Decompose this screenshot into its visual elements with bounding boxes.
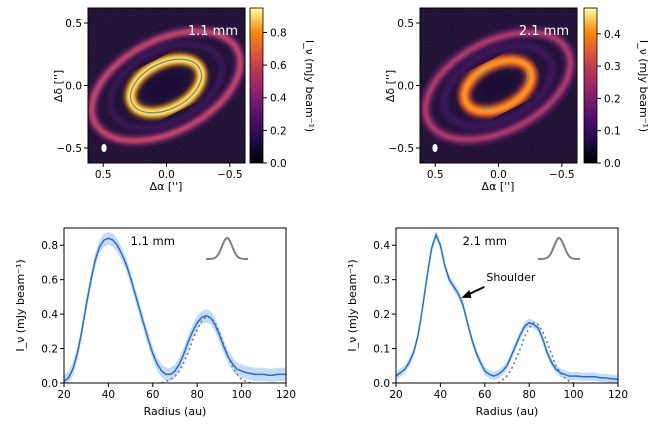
x-tick-label: 0.0	[490, 169, 507, 181]
x-tick-label: 80	[523, 389, 536, 401]
x-tick-label: 100	[564, 389, 584, 401]
plot-frame	[63, 227, 287, 384]
image-label: 2.1 mm	[519, 24, 569, 39]
y-tick-label: 0.0	[373, 378, 390, 390]
plot-area	[64, 231, 286, 383]
x-tick-label: 80	[191, 389, 204, 401]
x-tick-label: 0.5	[427, 169, 444, 181]
y-tick-label: 0.4	[41, 309, 58, 321]
uncertainty-band	[396, 230, 618, 383]
x-tick-label: 120	[276, 389, 296, 401]
y-tick-label: 0.2	[41, 344, 58, 356]
colorbar-tick-label: 0.4	[270, 93, 287, 105]
beam-profile-icon	[538, 236, 581, 260]
y-axis-label: I_ν (mJy beam⁻¹)	[14, 259, 27, 351]
x-tick-label: 60	[478, 389, 491, 401]
colorbar	[583, 7, 598, 164]
colorbar-label: I_ν (mJy beam⁻¹)	[303, 40, 316, 132]
colorbar-ticks: 0.0 0.2 0.4 0.6 0.8	[263, 27, 287, 170]
annotation-arrow-head	[461, 289, 472, 298]
colorbar-tick-label: 0.3	[604, 61, 621, 73]
colorbar-tick-label: 0.6	[270, 60, 287, 72]
x-axis-label: Radius (au)	[476, 405, 539, 418]
profile-plot-1: 20 40 60 80 100 120 0.0 0.2 0.4 0.6 0.8 Radius (au)…	[14, 227, 296, 418]
y-tick-label: −0.5	[57, 143, 83, 155]
image-xlabel: Δα ['']	[482, 180, 515, 193]
y-tick-label: 0.4	[373, 240, 390, 252]
profile-line	[396, 232, 618, 381]
panel-label: 2.1 mm	[463, 234, 507, 248]
colorbar-tick-label: 0.0	[604, 158, 621, 170]
image-axis-ticks: 0.5 0.5 0.0 0.0 −0.5 −0.5	[57, 18, 243, 181]
disk-emission	[88, 26, 245, 146]
x-tick-label: −0.5	[217, 169, 243, 181]
y-tick-label: 0.8	[41, 240, 58, 252]
colorbar-ticks: 0.0 0.1 0.2 0.3 0.4	[597, 29, 621, 170]
image-panel-2: 2.1 mm 0.5 0.5 0.0 0.0 −0.5 −0.5 Δα [''] Δδ […	[384, 7, 650, 193]
beam-profile-icon	[206, 236, 249, 260]
y-tick-label: 0.3	[373, 275, 390, 287]
y-tick-label: 0.2	[373, 309, 390, 321]
x-tick-label: 40	[434, 389, 447, 401]
profile-plot-2: 20 40 60 80 100 120 0.0 0.1 0.2 0.3 0.4 Radius (au)…	[346, 227, 628, 418]
colorbar-tick-label: 0.4	[604, 29, 621, 41]
x-tick-label: 60	[146, 389, 159, 401]
y-tick-label: 0.6	[41, 275, 58, 287]
y-tick-label: 0.1	[373, 344, 390, 356]
y-tick-label: 0.0	[41, 378, 58, 390]
image-ylabel: Δδ ['']	[384, 70, 397, 102]
x-tick-label: −0.5	[549, 169, 575, 181]
disk-emission	[420, 27, 576, 145]
y-tick-label: 0.5	[397, 18, 414, 30]
colorbar-tick-label: 0.1	[604, 126, 621, 138]
colorbar-tick-label: 0.8	[270, 27, 287, 39]
x-tick-label: 0.0	[158, 169, 175, 181]
x-tick-label: 40	[102, 389, 115, 401]
plot-area	[396, 230, 618, 383]
x-tick-label: 120	[608, 389, 628, 401]
y-tick-label: 0.0	[397, 81, 414, 93]
image-axis-ticks: 0.5 0.5 0.0 0.0 −0.5 −0.5	[389, 18, 575, 181]
image-ylabel: Δδ ['']	[52, 70, 65, 102]
plot-frame	[395, 227, 619, 384]
panel-label: 1.1 mm	[131, 234, 175, 248]
x-tick-label: 20	[57, 389, 70, 401]
annotation-label: Shoulder	[486, 271, 535, 284]
x-tick-label: 20	[389, 389, 402, 401]
y-tick-label: −0.5	[389, 143, 415, 155]
uncertainty-band	[64, 231, 286, 383]
x-tick-label: 100	[232, 389, 252, 401]
colorbar	[249, 7, 264, 164]
colorbar-tick-label: 0.0	[270, 158, 287, 170]
y-axis-label: I_ν (mJy beam⁻¹)	[346, 259, 359, 351]
colorbar-tick-label: 0.2	[604, 93, 621, 105]
image-panel-1: 1.1 mm 0.5 0.5 0.0 0.0 −0.5 −0.5 Δα [''] Δδ […	[52, 7, 316, 193]
profile-line	[64, 237, 286, 382]
colorbar-tick-label: 0.2	[270, 125, 287, 137]
x-axis-label: Radius (au)	[144, 405, 207, 418]
beam-ellipse	[101, 144, 107, 152]
beam-ellipse	[432, 144, 438, 152]
image-xlabel: Δα ['']	[150, 180, 183, 193]
y-tick-label: 0.5	[65, 18, 82, 30]
x-tick-label: 0.5	[95, 169, 112, 181]
colorbar-label: I_ν (mJy beam⁻¹)	[637, 40, 650, 132]
y-tick-label: 0.0	[65, 81, 82, 93]
image-label: 1.1 mm	[188, 24, 238, 39]
